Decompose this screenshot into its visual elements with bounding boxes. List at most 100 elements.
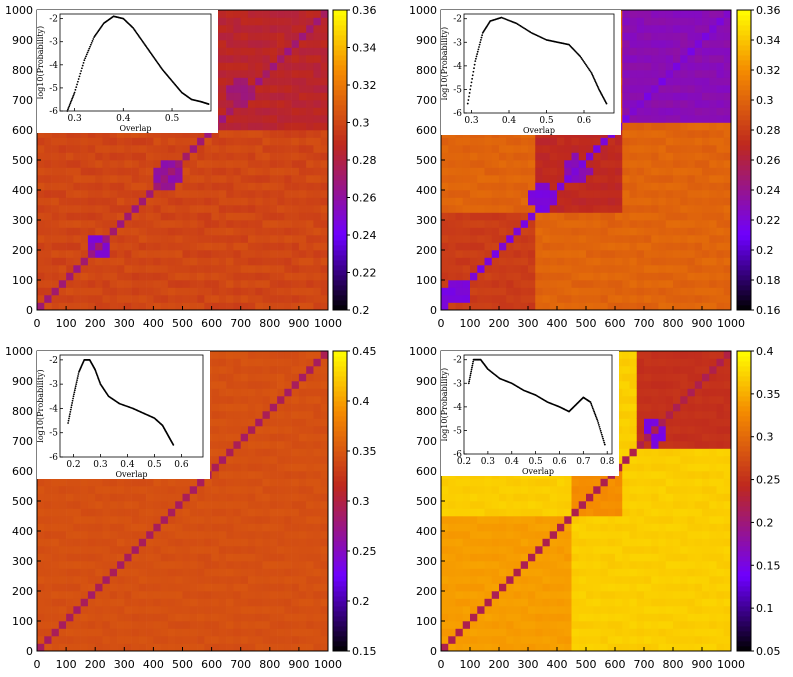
- colorbar-segment: [737, 270, 751, 276]
- heatmap-cell: [138, 478, 147, 487]
- heatmap-cell: [218, 448, 227, 457]
- heatmap-cell: [593, 302, 601, 311]
- heatmap-cell: [716, 175, 725, 183]
- heatmap-cell: [218, 621, 227, 629]
- heatmap-cell: [658, 250, 667, 258]
- heatmap-cell: [138, 493, 147, 502]
- heatmap-cell: [673, 205, 681, 213]
- heatmap-cell: [182, 197, 191, 206]
- x-tick-label: 700: [634, 317, 655, 330]
- heatmap-cell: [247, 160, 256, 168]
- heatmap-cell: [44, 613, 52, 622]
- heatmap-cell: [709, 85, 717, 93]
- heatmap-cell: [37, 576, 45, 584]
- heatmap-cell: [658, 160, 667, 168]
- heatmap-cell: [687, 205, 696, 213]
- heatmap-cell: [477, 287, 485, 296]
- heatmap-cell: [58, 280, 67, 288]
- heatmap-cell: [284, 257, 292, 266]
- inset-data-point: [70, 100, 72, 103]
- heatmap-cell: [651, 212, 659, 221]
- heatmap-cell: [226, 373, 234, 382]
- heatmap-cell: [557, 167, 565, 176]
- heatmap-cell: [66, 546, 74, 554]
- heatmap-cell: [269, 250, 278, 258]
- heatmap-cell: [247, 137, 256, 146]
- heatmap-cell: [277, 250, 285, 258]
- heatmap-cell: [644, 212, 652, 221]
- heatmap-cell: [233, 25, 242, 33]
- heatmap-cell: [477, 227, 485, 236]
- heatmap-cell: [204, 538, 212, 547]
- heatmap-cell: [455, 302, 464, 311]
- heatmap-cell: [240, 107, 249, 116]
- heatmap-cell: [673, 17, 681, 26]
- heatmap-cell: [226, 546, 234, 554]
- heatmap-cell: [622, 272, 630, 281]
- heatmap-cell: [218, 137, 227, 146]
- inset-data-point: [474, 60, 477, 63]
- inset-y-tick-label: -4: [453, 62, 462, 72]
- heatmap-cell: [211, 576, 220, 584]
- heatmap-cell: [549, 175, 558, 183]
- heatmap-cell: [651, 145, 659, 153]
- heatmap-cell: [58, 508, 67, 517]
- heatmap-cell: [175, 486, 183, 494]
- heatmap-cell: [462, 145, 471, 153]
- heatmap-cell: [189, 152, 198, 161]
- heatmap-cell: [197, 493, 205, 502]
- heatmap-cell: [709, 205, 717, 213]
- heatmap-cell: [320, 205, 329, 213]
- heatmap-cell: [226, 403, 234, 412]
- heatmap-cell: [218, 62, 227, 71]
- heatmap-cell: [211, 411, 220, 419]
- heatmap-cell: [298, 272, 307, 281]
- colorbar-segment: [333, 145, 347, 151]
- heatmap-cell: [87, 568, 96, 577]
- heatmap-cell: [269, 17, 278, 26]
- heatmap-cell: [658, 115, 667, 123]
- heatmap-cell: [204, 636, 212, 644]
- heatmap-cell: [709, 227, 717, 236]
- heatmap-cell: [66, 167, 74, 176]
- heatmap-cell: [218, 546, 227, 554]
- heatmap-cell: [484, 160, 493, 168]
- heatmap-cell: [320, 92, 329, 101]
- heatmap-cell: [277, 257, 285, 266]
- heatmap-cell: [571, 227, 580, 236]
- heatmap-cell: [520, 137, 529, 146]
- heatmap-cell: [571, 280, 580, 288]
- heatmap-cell: [167, 227, 176, 236]
- heatmap-cell: [586, 257, 594, 266]
- heatmap-cell: [262, 47, 271, 56]
- inset-x-tick-label: 0.3: [67, 114, 82, 124]
- colorbar-segment: [737, 175, 751, 181]
- heatmap-cell: [673, 197, 681, 206]
- heatmap-cell: [240, 242, 249, 251]
- heatmap-cell: [226, 381, 234, 389]
- heatmap-cell: [557, 145, 565, 153]
- heatmap-cell: [702, 92, 710, 101]
- heatmap-cell: [109, 508, 118, 517]
- heatmap-cell: [73, 152, 81, 161]
- heatmap-cell: [95, 493, 103, 502]
- heatmap-cell: [51, 227, 60, 236]
- heatmap-cell: [262, 152, 271, 161]
- colorbar-segment: [737, 30, 751, 36]
- heatmap-cell: [470, 137, 478, 146]
- heatmap-cell: [269, 77, 278, 86]
- heatmap-cell: [564, 302, 572, 311]
- heatmap-cell: [298, 10, 307, 18]
- heatmap-cell: [680, 295, 688, 303]
- heatmap-cell: [175, 152, 183, 161]
- heatmap-cell: [665, 130, 674, 138]
- heatmap-cell: [80, 280, 89, 288]
- heatmap-cell: [226, 613, 234, 622]
- heatmap-cell: [658, 85, 667, 93]
- heatmap-cell: [87, 598, 96, 607]
- heatmap-cell: [240, 531, 249, 539]
- heatmap-cell: [102, 167, 111, 176]
- heatmap-cell: [131, 152, 140, 161]
- colorbar-segment: [737, 205, 751, 211]
- heatmap-cell: [658, 287, 667, 296]
